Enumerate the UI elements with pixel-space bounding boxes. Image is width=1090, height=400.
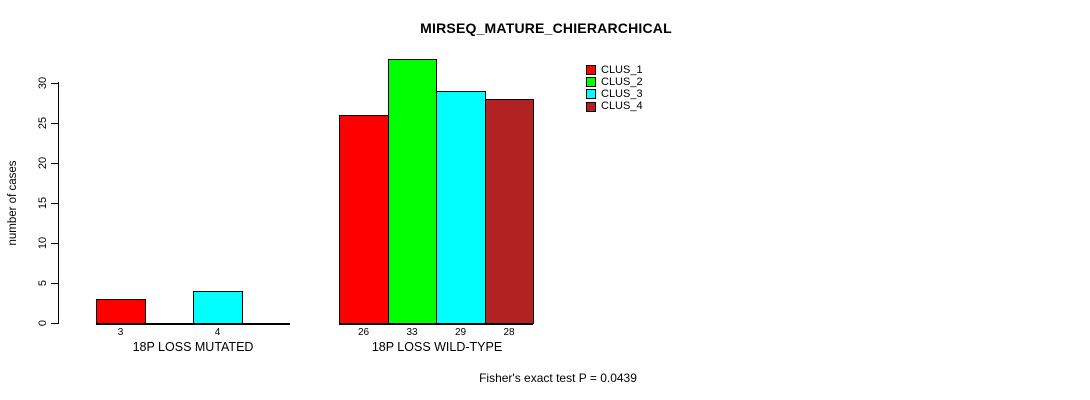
- legend-label-clus_1: CLUS_1: [601, 63, 643, 76]
- bar-value-label: 33: [406, 327, 418, 338]
- y-tick-mark: [51, 322, 58, 324]
- y-tick-mark: [51, 282, 58, 284]
- legend-swatch-clus_1: [586, 65, 596, 76]
- fisher-test-annotation: Fisher's exact test P = 0.0439: [479, 371, 637, 385]
- bar-value-label: 29: [454, 327, 467, 338]
- group-label-wild-type: 18P LOSS WILD-TYPE: [371, 340, 503, 354]
- y-tick-label: 15: [37, 196, 49, 210]
- legend-swatch-clus_2: [586, 77, 596, 88]
- group-label-mutated: 18P LOSS MUTATED: [132, 340, 254, 354]
- y-tick-label: 20: [37, 156, 49, 170]
- legend-label-clus_2: CLUS_2: [601, 75, 643, 88]
- bar-clus_3: [436, 91, 486, 324]
- bar-value-label: 28: [503, 327, 515, 338]
- bar-clus_3: [193, 291, 243, 324]
- y-tick-mark: [51, 202, 58, 204]
- y-tick-label: 25: [37, 116, 49, 130]
- bar-value-label: 4: [214, 327, 221, 338]
- y-axis-line: [57, 82, 59, 324]
- legend-label-clus_3: CLUS_3: [601, 87, 643, 100]
- legend-label-clus_4: CLUS_4: [601, 100, 643, 113]
- legend: CLUS_1 CLUS_2 CLUS_3 CLUS_4: [586, 64, 643, 113]
- legend-row: CLUS_2: [586, 76, 643, 88]
- y-tick-label: 10: [37, 236, 49, 250]
- y-tick-label: 0: [37, 319, 49, 327]
- bar-clus_1: [96, 299, 146, 324]
- y-tick-mark: [51, 162, 58, 164]
- chart-title: MIRSEQ_MATURE_CHIERARCHICAL: [420, 20, 672, 36]
- bar-clus_4: [485, 99, 534, 324]
- bar-value-label: 3: [117, 327, 124, 338]
- y-tick-mark: [51, 82, 58, 84]
- bar-clus_1: [339, 115, 389, 324]
- legend-swatch-clus_3: [586, 89, 596, 100]
- y-tick-label: 5: [37, 279, 49, 287]
- y-axis-label: number of cases: [7, 160, 19, 246]
- legend-row: CLUS_1: [586, 64, 643, 76]
- y-tick-mark: [51, 122, 58, 124]
- legend-row: CLUS_4: [586, 101, 643, 113]
- legend-swatch-clus_4: [586, 101, 596, 112]
- legend-row: CLUS_3: [586, 88, 643, 100]
- bar-value-label: 26: [357, 327, 370, 338]
- y-tick-mark: [51, 242, 58, 244]
- bar-clus_2: [388, 59, 437, 324]
- y-tick-label: 30: [37, 76, 49, 90]
